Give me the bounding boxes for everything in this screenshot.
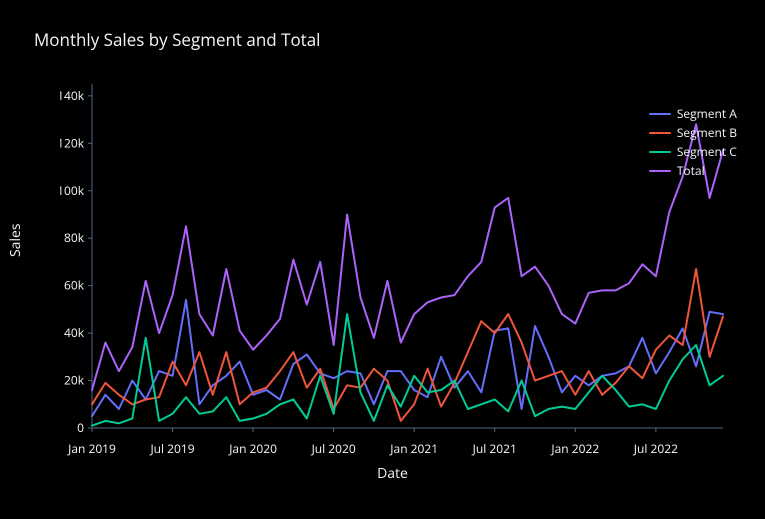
x-tick-label: Jan 2019: [68, 440, 116, 457]
legend-item[interactable]: Segment B: [649, 123, 737, 142]
x-tick-label: Jan 2021: [390, 440, 438, 457]
series-line: [92, 314, 723, 426]
x-tick-label: Jan 2022: [551, 440, 599, 457]
chart-container: Monthly Sales by Segment and Total Sales…: [0, 0, 765, 519]
x-tick-label: Jul 2019: [150, 440, 194, 457]
y-tick-label: 0: [77, 419, 84, 432]
legend-swatch: [649, 170, 671, 172]
x-tick-label: Jul 2022: [634, 440, 678, 457]
x-axis-title: Date: [377, 464, 408, 483]
legend-label: Segment A: [677, 104, 737, 123]
legend-swatch: [649, 113, 671, 115]
x-tick-label: Jul 2020: [312, 440, 356, 457]
legend-label: Total: [677, 161, 705, 180]
x-tick-label: Jul 2021: [473, 440, 517, 457]
plot-svg: 0 20k 40k 60k 80k 100k 120k 140k: [60, 82, 725, 432]
legend-item[interactable]: Segment A: [649, 104, 737, 123]
legend-swatch: [649, 151, 671, 153]
x-axis-area: Jan 2019 Jul 2019 Jan 2020 Jul 2020 Jan 2021…: [60, 436, 725, 496]
y-tick-label: 80k: [64, 229, 85, 246]
legend-label: Segment B: [677, 123, 737, 142]
y-axis-title: Sales: [6, 223, 25, 257]
x-tick-label: Jan 2020: [229, 440, 277, 457]
chart-title: Monthly Sales by Segment and Total: [34, 28, 320, 51]
series-line: [92, 124, 723, 390]
legend: Segment ASegment BSegment CTotal: [649, 104, 737, 180]
y-tick-label: 40k: [64, 324, 85, 341]
legend-item[interactable]: Segment C: [649, 142, 737, 161]
legend-label: Segment C: [677, 142, 737, 161]
y-tick-label: 140k: [60, 87, 85, 104]
y-tick-label: 120k: [60, 134, 85, 151]
y-tick-label: 100k: [60, 182, 85, 199]
legend-item[interactable]: Total: [649, 161, 737, 180]
legend-swatch: [649, 132, 671, 134]
plot-area: 0 20k 40k 60k 80k 100k 120k 140k: [60, 82, 725, 432]
y-tick-label: 60k: [64, 277, 85, 294]
y-tick-label: 20k: [64, 372, 85, 389]
